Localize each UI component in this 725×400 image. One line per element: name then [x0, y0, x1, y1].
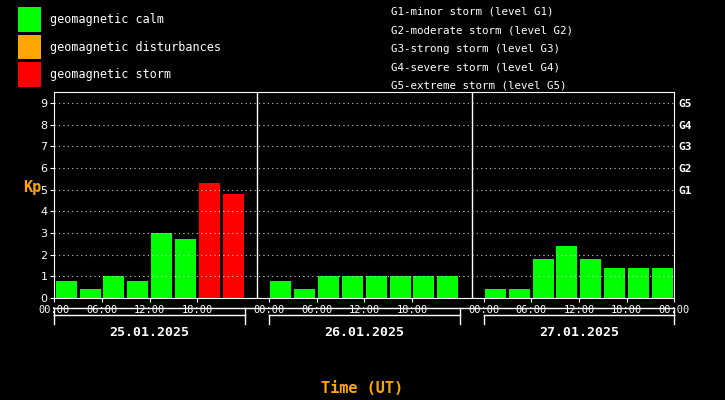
Bar: [175, 240, 196, 298]
Text: Time (UT): Time (UT): [321, 381, 404, 396]
Bar: [104, 276, 125, 298]
Bar: [80, 289, 101, 298]
Bar: [270, 281, 291, 298]
Bar: [437, 276, 458, 298]
Bar: [223, 194, 244, 298]
Bar: [628, 268, 649, 298]
Text: geomagnetic storm: geomagnetic storm: [49, 68, 170, 81]
Bar: [365, 276, 386, 298]
Text: geomagnetic calm: geomagnetic calm: [49, 13, 164, 26]
Bar: [18, 35, 41, 59]
Bar: [342, 276, 363, 298]
Bar: [413, 276, 434, 298]
Bar: [509, 289, 530, 298]
Bar: [199, 183, 220, 298]
Text: 25.01.2025: 25.01.2025: [109, 326, 190, 340]
Bar: [128, 281, 149, 298]
Bar: [18, 62, 41, 86]
Bar: [652, 268, 673, 298]
Bar: [485, 289, 506, 298]
Text: 26.01.2025: 26.01.2025: [324, 326, 405, 340]
Text: G2-moderate storm (level G2): G2-moderate storm (level G2): [392, 25, 573, 35]
Bar: [557, 246, 577, 298]
Bar: [533, 259, 554, 298]
Bar: [318, 276, 339, 298]
Bar: [580, 259, 601, 298]
Text: G3-strong storm (level G3): G3-strong storm (level G3): [392, 44, 560, 54]
Bar: [56, 281, 77, 298]
Bar: [604, 268, 625, 298]
Y-axis label: Kp: Kp: [23, 180, 41, 195]
Bar: [18, 8, 41, 32]
Text: geomagnetic disturbances: geomagnetic disturbances: [49, 40, 220, 54]
Text: G5-extreme storm (level G5): G5-extreme storm (level G5): [392, 80, 567, 90]
Bar: [152, 233, 172, 298]
Text: G1-minor storm (level G1): G1-minor storm (level G1): [392, 6, 554, 16]
Bar: [294, 289, 315, 298]
Text: G4-severe storm (level G4): G4-severe storm (level G4): [392, 62, 560, 72]
Bar: [389, 276, 410, 298]
Text: 27.01.2025: 27.01.2025: [539, 326, 619, 340]
